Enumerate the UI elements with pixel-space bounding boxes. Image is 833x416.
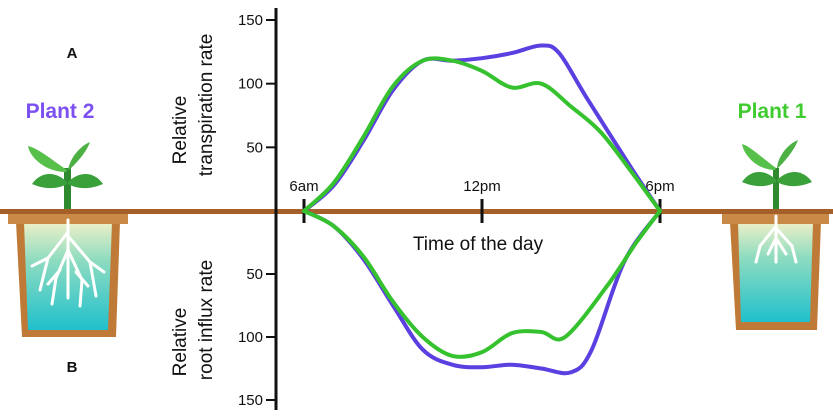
panel-letter-a: A xyxy=(67,45,78,62)
x-axis-title: Time of the day xyxy=(413,234,544,255)
x-ticks: 6am 12pm 6pm xyxy=(289,178,675,223)
top-ytick-label: 50 xyxy=(246,139,263,156)
panel-letter-b: B xyxy=(67,359,78,376)
bottom-y-ticks: 50 100 150 xyxy=(238,266,276,409)
xtick-label: 6am xyxy=(289,178,318,195)
top-ylabel-line2: transpiration rate xyxy=(196,34,217,177)
plant-1-illustration xyxy=(722,140,829,330)
plant-icon xyxy=(742,140,812,212)
roots-icon xyxy=(754,214,798,264)
bottom-ytick-label: 150 xyxy=(238,392,263,409)
bottom-ylabel-line2: root influx rate xyxy=(196,260,217,380)
plant-icon xyxy=(28,142,103,212)
plant-1-label: Plant 1 xyxy=(738,100,807,123)
top-y-ticks: 50 100 150 xyxy=(238,12,276,156)
top-ytick-label: 100 xyxy=(238,76,263,93)
xtick-label: 12pm xyxy=(463,178,501,195)
ground-line xyxy=(0,209,833,214)
plant-1-root-influx-line xyxy=(302,209,662,359)
xtick-label: 6pm xyxy=(645,178,674,195)
bottom-ytick-label: 100 xyxy=(238,329,263,346)
top-ylabel-line1: Relative xyxy=(170,96,191,165)
roots-icon xyxy=(30,218,106,308)
plant-2-label: Plant 2 xyxy=(26,100,95,123)
bottom-ylabel-line1: Relative xyxy=(170,308,191,377)
plant-1-transpiration-line xyxy=(302,56,662,213)
plant-2-illustration xyxy=(8,142,128,337)
series-layer xyxy=(302,43,662,376)
bottom-ytick-label: 50 xyxy=(246,266,263,283)
plant-2-transpiration-line xyxy=(302,43,662,213)
top-ytick-label: 150 xyxy=(238,12,263,29)
